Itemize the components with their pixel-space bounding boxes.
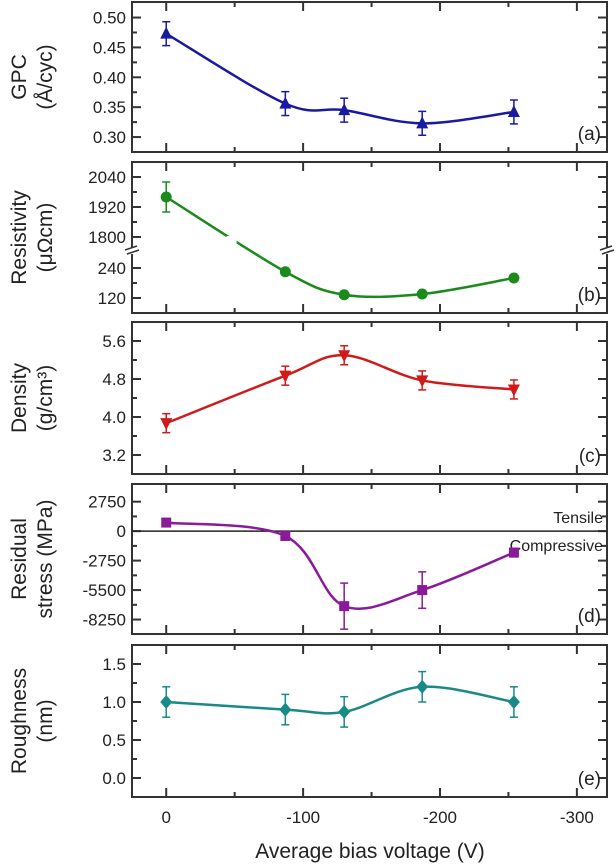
y-axis-title: (Å/cyc) bbox=[34, 44, 57, 109]
data-point bbox=[160, 418, 173, 431]
data-point bbox=[416, 116, 429, 129]
y-tick-label: 5.6 bbox=[102, 332, 126, 351]
x-tick-label: 0 bbox=[161, 808, 170, 827]
y-tick-label: 0.5 bbox=[102, 731, 126, 750]
panel-label: (d) bbox=[578, 606, 601, 627]
data-point bbox=[279, 266, 291, 278]
x-axis-title: Average bias voltage (V) bbox=[255, 840, 485, 863]
y-tick-label: 2040 bbox=[88, 168, 126, 187]
series-line bbox=[165, 353, 515, 425]
y-axis-title: Density bbox=[8, 362, 31, 433]
axis-break-icon bbox=[601, 249, 615, 255]
y-tick-label: 1.0 bbox=[102, 693, 126, 712]
y-tick-label: -8250 bbox=[83, 611, 126, 630]
axis-break-icon bbox=[124, 245, 138, 251]
annotation-tensile: Tensile bbox=[553, 510, 603, 527]
plot-frame bbox=[131, 321, 608, 475]
panel-b: 120 240 1800 1920 2040 (b) Resistivity (μΩcm) bbox=[8, 161, 615, 314]
data-point bbox=[338, 103, 351, 116]
data-point bbox=[161, 517, 172, 528]
data-point bbox=[279, 370, 292, 383]
series-line bbox=[165, 195, 515, 299]
y-tick-label: 0.0 bbox=[102, 769, 126, 788]
axis-break-icon bbox=[599, 245, 613, 251]
y-tick-label: 0.40 bbox=[93, 68, 126, 87]
panel-label: (b) bbox=[578, 285, 601, 306]
y-axis-title: stress (MPa) bbox=[34, 499, 57, 618]
data-point bbox=[160, 26, 173, 39]
data-point bbox=[507, 384, 520, 397]
y-tick-label: 0.35 bbox=[93, 98, 126, 117]
plot-frame bbox=[131, 1, 608, 153]
y-axis-title: GPC bbox=[8, 54, 31, 100]
panel-e: 0.0 0.5 1.0 1.5 (e) Roughness (nm) bbox=[8, 644, 608, 798]
panel-c: 3.2 4.0 4.8 5.6 (c) Density (g/cm³) bbox=[8, 321, 608, 475]
y-axis-title: Residual bbox=[8, 518, 31, 600]
y-tick-label: 4.8 bbox=[102, 370, 126, 389]
plot-frame bbox=[131, 161, 608, 314]
plot-frame bbox=[131, 644, 608, 798]
data-point bbox=[160, 191, 172, 203]
y-axis-title: (g/cm³) bbox=[34, 365, 57, 432]
data-point bbox=[279, 96, 292, 109]
series-line bbox=[166, 685, 515, 715]
data-point bbox=[338, 350, 351, 363]
annotation-compressive: Compressive bbox=[510, 538, 603, 555]
axis-break-gap bbox=[127, 248, 137, 254]
y-axis-title: Resistivity bbox=[8, 190, 31, 285]
y-axis-title: (μΩcm) bbox=[34, 203, 57, 273]
y-tick-label: 1920 bbox=[88, 198, 126, 217]
series-line bbox=[166, 521, 515, 611]
data-point bbox=[508, 547, 519, 558]
y-tick-label: -5500 bbox=[83, 581, 126, 600]
panel-label: (c) bbox=[579, 446, 601, 467]
y-tick-label: -2750 bbox=[83, 552, 126, 571]
panel-a: 0.30 0.35 0.40 0.45 0.50 (a) GPC (Å/cyc) bbox=[8, 1, 608, 153]
data-point bbox=[416, 679, 429, 694]
data-point bbox=[507, 104, 520, 117]
panel-d: -8250 -5500 -2750 0 2750 Tensile Compressive (d… bbox=[8, 483, 608, 635]
data-point bbox=[416, 288, 428, 300]
axis-break-gap bbox=[602, 248, 612, 254]
y-tick-label: 1.5 bbox=[102, 655, 126, 674]
data-point bbox=[280, 530, 291, 541]
data-point bbox=[338, 704, 351, 719]
y-axis-title: (nm) bbox=[34, 699, 57, 742]
line-break-gap bbox=[226, 236, 237, 244]
y-tick-label: 0.45 bbox=[93, 38, 126, 57]
x-tick-label: -300 bbox=[560, 808, 594, 827]
x-tick-label: -200 bbox=[423, 808, 457, 827]
y-tick-label: 0.50 bbox=[93, 9, 126, 28]
x-tick-label: -100 bbox=[286, 808, 320, 827]
y-tick-label: 2750 bbox=[88, 493, 126, 512]
data-point bbox=[417, 585, 428, 596]
y-tick-label: 0.30 bbox=[93, 128, 126, 147]
data-point bbox=[279, 702, 292, 717]
y-tick-label: 120 bbox=[98, 289, 126, 308]
data-point bbox=[416, 375, 429, 388]
panel-label: (e) bbox=[578, 769, 601, 790]
axis-break-icon bbox=[126, 249, 140, 255]
data-point bbox=[160, 695, 173, 709]
y-tick-label: 1800 bbox=[88, 228, 126, 247]
y-axis-title: Roughness bbox=[8, 668, 31, 774]
data-point bbox=[338, 289, 350, 301]
data-point bbox=[508, 272, 520, 284]
y-tick-label: 0 bbox=[117, 522, 126, 541]
data-point bbox=[339, 601, 350, 612]
plot-frame bbox=[131, 483, 608, 635]
data-point bbox=[507, 695, 520, 709]
y-tick-label: 3.2 bbox=[102, 446, 126, 465]
series-line bbox=[165, 32, 515, 125]
y-tick-label: 4.0 bbox=[102, 408, 126, 427]
panel-label: (a) bbox=[578, 124, 601, 145]
y-tick-label: 240 bbox=[98, 259, 126, 278]
